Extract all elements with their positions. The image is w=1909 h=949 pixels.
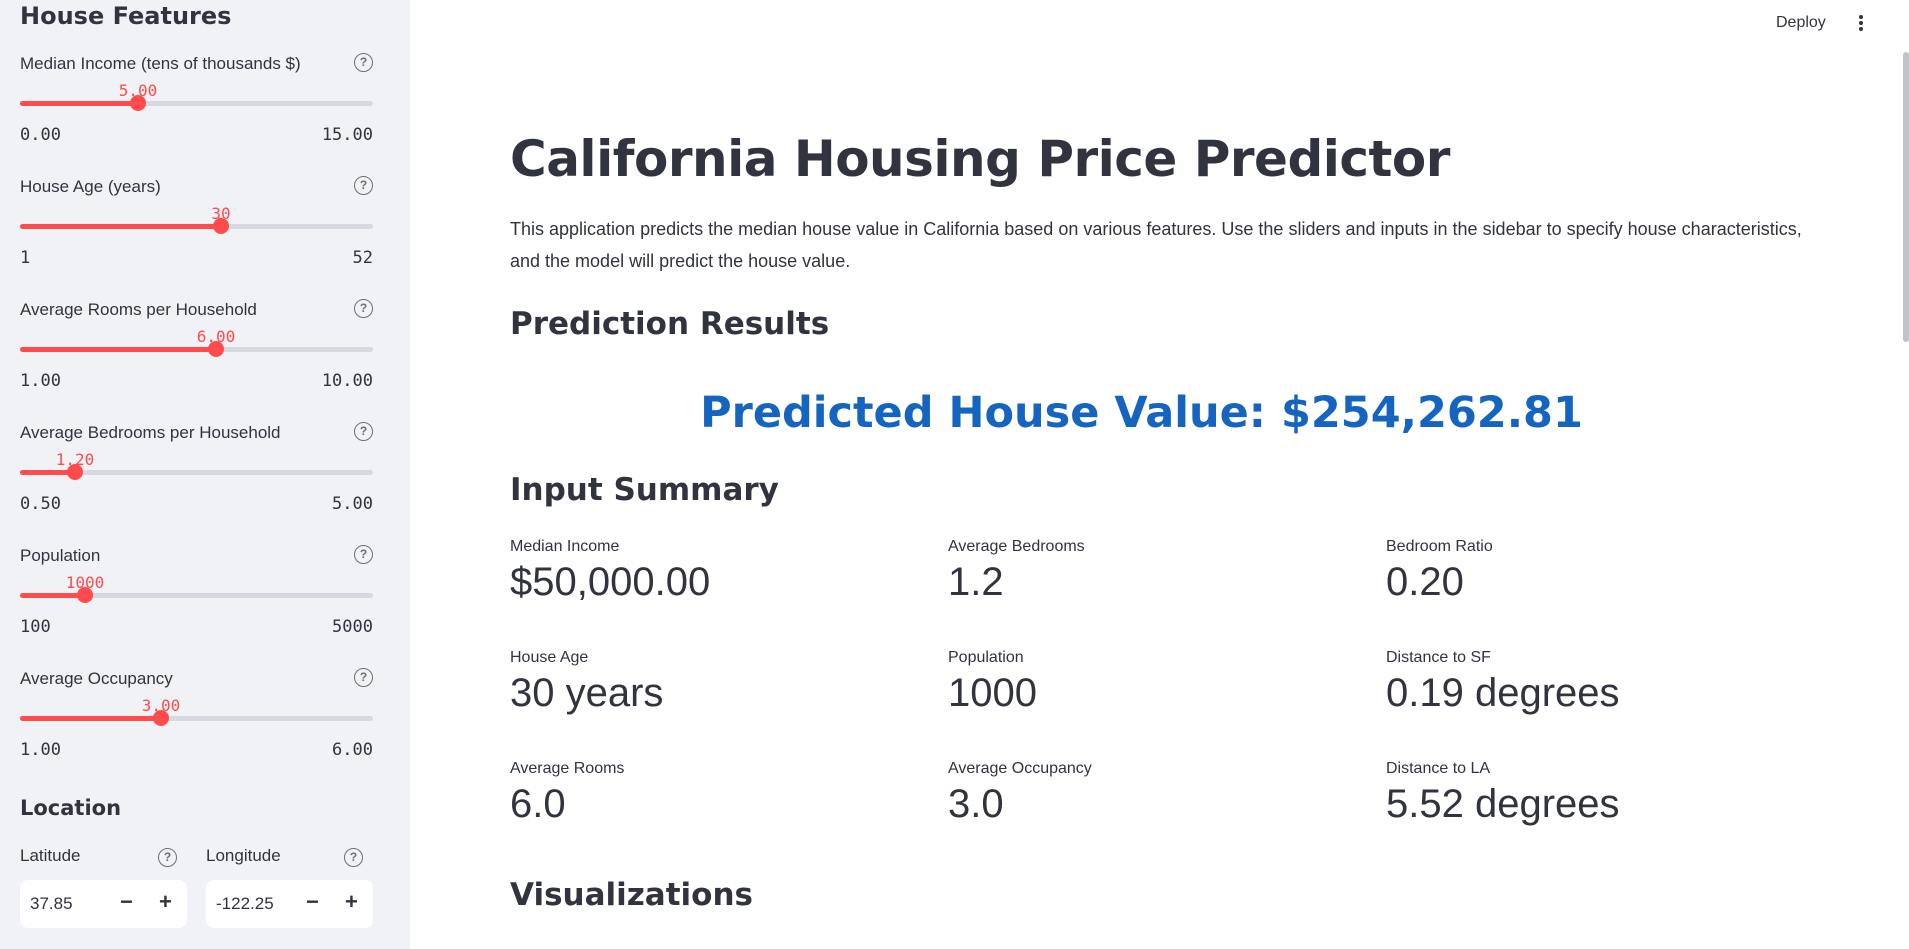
slider-thumb[interactable] — [77, 587, 93, 603]
slider-label: Average Occupancy — [20, 669, 173, 688]
slider-thumb[interactable] — [130, 95, 146, 111]
slider-min: 0.50 — [20, 494, 61, 514]
input-summary-heading: Input Summary — [510, 472, 779, 508]
metric-label: Average Bedrooms — [948, 538, 1085, 555]
slider-label: Median Income (tens of thousands $) — [20, 54, 301, 73]
slider-track[interactable] — [20, 593, 373, 598]
latitude-value[interactable]: 37.85 — [30, 894, 73, 913]
scrollbar[interactable] — [1903, 52, 1909, 342]
slider-average-rooms[interactable]: Average Rooms per Household ? 6.00 1.00 … — [20, 299, 373, 418]
slider-thumb[interactable] — [153, 710, 169, 726]
slider-min: 100 — [20, 617, 51, 637]
slider-value: 1.20 — [55, 450, 95, 469]
metric-label: Population — [948, 649, 1024, 666]
visualizations-heading: Visualizations — [510, 877, 753, 913]
slider-value: 6.00 — [196, 327, 236, 346]
latitude-label: Latitude — [20, 846, 81, 865]
metric-label: Distance to SF — [1386, 649, 1491, 666]
prediction-heading: Prediction Results — [510, 306, 830, 342]
slider-track[interactable] — [20, 224, 373, 229]
slider-average-occupancy[interactable]: Average Occupancy ? 3.00 1.00 6.00 — [20, 668, 373, 787]
metric-value: 1000 — [948, 671, 1037, 715]
latitude-input[interactable]: 37.85 − + — [20, 880, 187, 928]
help-icon[interactable]: ? — [344, 848, 363, 867]
slider-min: 1.00 — [20, 371, 61, 391]
slider-max: 15.00 — [321, 125, 373, 145]
slider-fill — [20, 347, 216, 352]
slider-track[interactable] — [20, 470, 373, 475]
slider-house-age[interactable]: House Age (years) ? 30 1 52 — [20, 176, 373, 295]
help-icon[interactable]: ? — [354, 299, 373, 318]
increment-button[interactable]: + — [345, 889, 358, 914]
longitude-label: Longitude — [206, 846, 281, 865]
slider-max: 52 — [352, 248, 373, 268]
slider-track[interactable] — [20, 347, 373, 352]
slider-label: House Age (years) — [20, 177, 161, 196]
help-icon[interactable]: ? — [158, 848, 177, 867]
slider-average-bedrooms[interactable]: Average Bedrooms per Household ? 1.20 0.… — [20, 422, 373, 541]
slider-track[interactable] — [20, 101, 373, 106]
slider-median-income[interactable]: Median Income (tens of thousands $) ? 5.… — [20, 53, 373, 172]
slider-thumb[interactable] — [67, 464, 83, 480]
more-options-icon[interactable] — [1858, 14, 1864, 32]
slider-max: 6.00 — [332, 740, 373, 760]
help-icon[interactable]: ? — [354, 422, 373, 441]
deploy-button[interactable]: Deploy — [1776, 14, 1826, 31]
metric-value: 0.20 — [1386, 560, 1464, 604]
slider-thumb[interactable] — [208, 341, 224, 357]
slider-label: Average Rooms per Household — [20, 300, 257, 319]
metric-label: Distance to LA — [1386, 760, 1491, 777]
longitude-value[interactable]: -122.25 — [216, 894, 274, 913]
slider-fill — [20, 224, 221, 229]
sidebar-title: House Features — [20, 2, 232, 30]
prediction-result: Predicted House Value: $254,262.81 — [700, 388, 1583, 438]
longitude-input[interactable]: -122.25 − + — [206, 880, 373, 928]
slider-thumb[interactable] — [213, 218, 229, 234]
metric-label: Median Income — [510, 538, 620, 555]
slider-value: 3.00 — [141, 696, 181, 715]
sidebar: House Features Median Income (tens of th… — [0, 0, 410, 949]
slider-min: 1 — [20, 248, 31, 268]
slider-fill — [20, 593, 85, 598]
help-icon[interactable]: ? — [354, 545, 373, 564]
metric-value: 0.19 degrees — [1386, 671, 1620, 715]
slider-fill — [20, 470, 75, 475]
slider-value: 1000 — [65, 573, 105, 592]
increment-button[interactable]: + — [159, 889, 172, 914]
slider-max: 10.00 — [321, 371, 373, 391]
slider-value: 5.00 — [118, 81, 158, 100]
slider-max: 5000 — [332, 617, 373, 637]
slider-track[interactable] — [20, 716, 373, 721]
metric-value: 30 years — [510, 671, 664, 715]
metric-value: 5.52 degrees — [1386, 782, 1620, 826]
help-icon[interactable]: ? — [354, 176, 373, 195]
metric-value: $50,000.00 — [510, 560, 711, 604]
slider-fill — [20, 101, 138, 106]
page-description: This application predicts the median hou… — [510, 219, 1802, 271]
metric-value: 1.2 — [948, 560, 1004, 604]
help-icon[interactable]: ? — [354, 53, 373, 72]
help-icon[interactable]: ? — [354, 668, 373, 687]
slider-label: Population — [20, 546, 101, 565]
decrement-button[interactable]: − — [120, 889, 133, 914]
slider-min: 0.00 — [20, 125, 61, 145]
decrement-button[interactable]: − — [306, 889, 319, 914]
location-heading: Location — [20, 796, 122, 820]
slider-population[interactable]: Population ? 1000 100 5000 — [20, 545, 373, 664]
slider-max: 5.00 — [332, 494, 373, 514]
page-title: California Housing Price Predictor — [510, 130, 1450, 188]
slider-fill — [20, 716, 161, 721]
slider-min: 1.00 — [20, 740, 61, 760]
metric-value: 3.0 — [948, 782, 1004, 826]
metric-label: Bedroom Ratio — [1386, 538, 1493, 555]
metric-value: 6.0 — [510, 782, 566, 826]
metric-label: Average Occupancy — [948, 760, 1092, 777]
slider-label: Average Bedrooms per Household — [20, 423, 281, 442]
metric-label: Average Rooms — [510, 760, 625, 777]
metric-label: House Age — [510, 649, 589, 666]
